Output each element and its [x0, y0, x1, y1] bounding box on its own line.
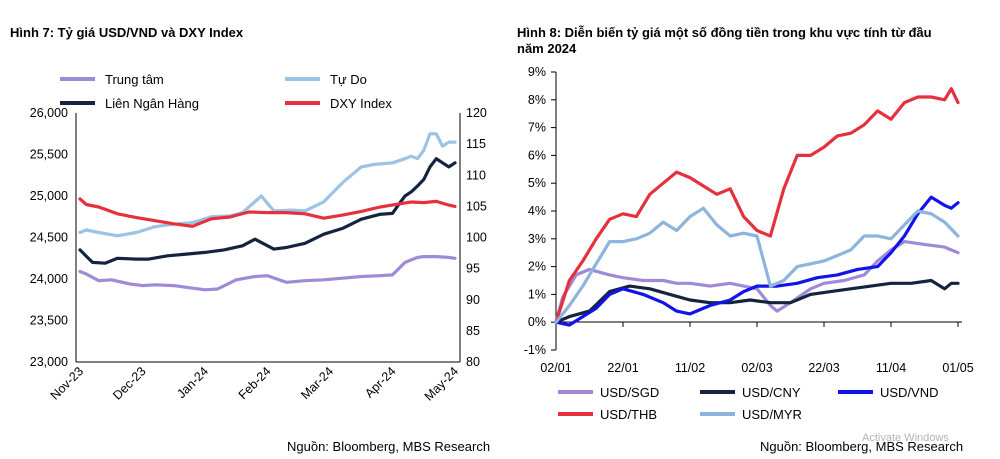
- chart-left: Hình 7: Tỷ giá USD/VND và DXY Index Trun…: [10, 25, 490, 454]
- legend-label-usd-vnd: USD/VND: [880, 385, 939, 400]
- right-x-tick-11-02: 11/02: [675, 361, 705, 375]
- left-x-tick-may-24: May-24: [422, 364, 461, 403]
- left-x-tick-jan-24: Jan-24: [174, 364, 211, 401]
- left-y-tick-23-000: 23,000: [30, 355, 68, 369]
- right-y-tick-95: 95: [466, 262, 480, 276]
- left-x-tick-dec-23: Dec-23: [110, 364, 148, 402]
- right-y-tick-80: 80: [466, 355, 480, 369]
- right-x-tick-02-03: 02/03: [741, 361, 772, 375]
- legend-label-usd-cny: USD/CNY: [742, 385, 801, 400]
- left-x-tick-feb-24: Feb-24: [236, 364, 274, 402]
- right-y-tick-115: 115: [466, 137, 486, 151]
- chart-right: Hình 8: Diễn biến tỷ giá một số đồng tiề…: [517, 25, 974, 454]
- series-line-dxy-index: [78, 197, 457, 228]
- legend-label-dxy-index: DXY Index: [330, 96, 392, 111]
- right-y-tick-100: 100: [466, 231, 487, 245]
- right-y-tick-90: 90: [466, 293, 480, 307]
- right-chart-ticks: 9% 8% 7% 6% 5% 4% 3% 2% 1% 0% -1% 02/01 22/01 11/02 02…: [524, 65, 974, 375]
- right-y-tick-1: -1%: [524, 343, 546, 357]
- left-x-tick-nov-23: Nov-23: [48, 364, 86, 402]
- right-y-tick-5: 5%: [528, 176, 546, 190]
- left-chart-ticks: 26,000 25,500 25,000 24,500 24,000 23,500 23,0…: [30, 106, 487, 404]
- series-line-usd-sgd: [554, 240, 960, 324]
- chart-right-source: Nguồn: Bloomberg, MBS Research: [760, 439, 963, 454]
- right-y-tick-7: 7%: [528, 121, 546, 135]
- right-y-tick-3: 3%: [528, 232, 546, 246]
- right-y-tick-0: 0%: [528, 315, 546, 329]
- right-y-tick-85: 85: [466, 324, 480, 338]
- chart-left-source: Nguồn: Bloomberg, MBS Research: [287, 439, 490, 454]
- left-y-tick-25-500: 25,500: [30, 148, 68, 162]
- series-line-li-n-ng-n-h-ng: [78, 157, 457, 265]
- left-x-tick-mar-24: Mar-24: [298, 364, 336, 402]
- legend-label-usd-myr: USD/MYR: [742, 407, 802, 422]
- legend-label-usd-sgd: USD/SGD: [600, 385, 659, 400]
- legend-label-usd-thb: USD/THB: [600, 407, 657, 422]
- left-y-tick-25-000: 25,000: [30, 189, 68, 203]
- legend-label-lien-ngan-hang: Liên Ngân Hàng: [105, 96, 199, 111]
- right-y-tick-110: 110: [466, 168, 486, 182]
- left-y-tick-24-500: 24,500: [30, 231, 68, 245]
- chart-right-title-line-2: năm 2024: [517, 41, 577, 56]
- right-y-tick-1: 1%: [528, 287, 546, 301]
- left-chart-series: [78, 132, 457, 292]
- right-y-tick-105: 105: [466, 199, 487, 213]
- right-x-tick-11-04: 11/04: [876, 361, 906, 375]
- right-y-tick-2: 2%: [528, 260, 546, 274]
- right-x-tick-22-03: 22/03: [808, 361, 839, 375]
- right-x-tick-02-01: 02/01: [540, 361, 571, 375]
- left-y-tick-23-500: 23,500: [30, 314, 68, 328]
- right-x-tick-22-01: 22/01: [607, 361, 638, 375]
- right-y-tick-6: 6%: [528, 148, 546, 162]
- series-line-trung-t-m: [78, 255, 457, 292]
- legend-left: Trung tâm Tự Do Liên Ngân Hàng DXY Index: [60, 72, 392, 111]
- chart-left-title: Hình 7: Tỷ giá USD/VND và DXY Index: [10, 25, 244, 40]
- series-line-usd-vnd: [554, 195, 960, 327]
- chart-right-title-line-1: Hình 8: Diễn biến tỷ giá một số đồng tiề…: [517, 25, 932, 40]
- activate-windows-watermark: Activate Windows: [862, 432, 949, 444]
- legend-label-trung-tam: Trung tâm: [105, 72, 164, 87]
- series-line-usd-thb: [554, 87, 960, 324]
- right-y-tick-4: 4%: [528, 204, 546, 218]
- left-y-tick-26-000: 26,000: [30, 106, 68, 120]
- series-line-usd-myr: [554, 206, 960, 324]
- right-y-tick-8: 8%: [528, 93, 546, 107]
- left-y-tick-24-000: 24,000: [30, 272, 68, 286]
- right-x-tick-01-05: 01/05: [942, 361, 973, 375]
- right-y-tick-9: 9%: [528, 65, 546, 79]
- right-y-tick-120: 120: [466, 106, 487, 120]
- right-chart-series: [554, 87, 960, 327]
- series-line-t-do: [78, 132, 457, 238]
- left-x-tick-apr-24: Apr-24: [362, 364, 398, 400]
- legend-right: USD/SGD USD/CNY USD/VND USD/THB USD/MYR: [558, 385, 939, 422]
- legend-label-tu-do: Tự Do: [330, 72, 367, 87]
